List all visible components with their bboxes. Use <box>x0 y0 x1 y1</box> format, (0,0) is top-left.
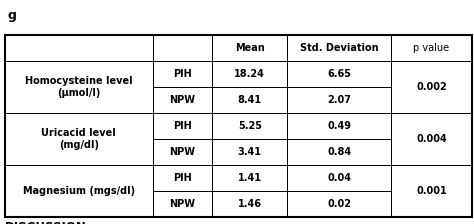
Bar <box>287 139 391 165</box>
Bar <box>5 61 153 113</box>
Bar <box>391 113 472 165</box>
Bar <box>153 87 212 113</box>
Text: PIH: PIH <box>173 173 192 183</box>
Bar <box>153 191 212 217</box>
Text: 0.02: 0.02 <box>328 199 351 209</box>
Bar <box>153 61 212 87</box>
Bar <box>212 139 287 165</box>
Text: Homocysteine level
(μmol/l): Homocysteine level (μmol/l) <box>25 76 132 98</box>
Text: 1.41: 1.41 <box>238 173 262 183</box>
Bar <box>5 113 153 165</box>
Bar <box>391 35 472 61</box>
Bar <box>5 35 472 217</box>
Bar <box>153 139 212 165</box>
Text: PIH: PIH <box>173 69 192 79</box>
Text: NPW: NPW <box>169 199 195 209</box>
Bar <box>287 87 391 113</box>
Bar <box>212 113 287 139</box>
Text: 6.65: 6.65 <box>328 69 351 79</box>
Text: 0.004: 0.004 <box>416 134 447 144</box>
Text: Uricacid level
(mg/dl): Uricacid level (mg/dl) <box>41 128 116 150</box>
Bar <box>153 113 212 139</box>
Bar <box>212 87 287 113</box>
Text: Mean: Mean <box>235 43 265 53</box>
Text: g: g <box>7 9 16 22</box>
Bar <box>5 35 153 61</box>
Text: 18.24: 18.24 <box>235 69 265 79</box>
Text: 1.46: 1.46 <box>238 199 262 209</box>
Bar <box>153 35 212 61</box>
Text: 0.002: 0.002 <box>416 82 447 92</box>
Bar <box>391 61 472 113</box>
Bar <box>212 61 287 87</box>
Text: 0.001: 0.001 <box>416 186 447 196</box>
Text: 5.25: 5.25 <box>238 121 262 131</box>
Text: NPW: NPW <box>169 147 195 157</box>
Bar <box>287 113 391 139</box>
Bar <box>153 165 212 191</box>
Bar <box>212 35 287 61</box>
Bar <box>212 165 287 191</box>
Bar <box>5 165 153 217</box>
Bar <box>287 61 391 87</box>
Bar <box>287 165 391 191</box>
Text: 0.04: 0.04 <box>328 173 351 183</box>
Text: 0.84: 0.84 <box>327 147 351 157</box>
Text: NPW: NPW <box>169 95 195 105</box>
Text: 8.41: 8.41 <box>238 95 262 105</box>
Text: p value: p value <box>413 43 449 53</box>
Text: 2.07: 2.07 <box>328 95 351 105</box>
Bar <box>287 35 391 61</box>
Bar <box>5 35 472 217</box>
Bar <box>391 165 472 217</box>
Text: Std. Deviation: Std. Deviation <box>300 43 379 53</box>
Text: Magnesium (mgs/dl): Magnesium (mgs/dl) <box>23 186 135 196</box>
Bar <box>287 191 391 217</box>
Text: 3.41: 3.41 <box>238 147 262 157</box>
Bar <box>212 191 287 217</box>
Text: PIH: PIH <box>173 121 192 131</box>
Text: DISCUSSION: DISCUSSION <box>5 221 87 224</box>
Text: 0.49: 0.49 <box>328 121 351 131</box>
